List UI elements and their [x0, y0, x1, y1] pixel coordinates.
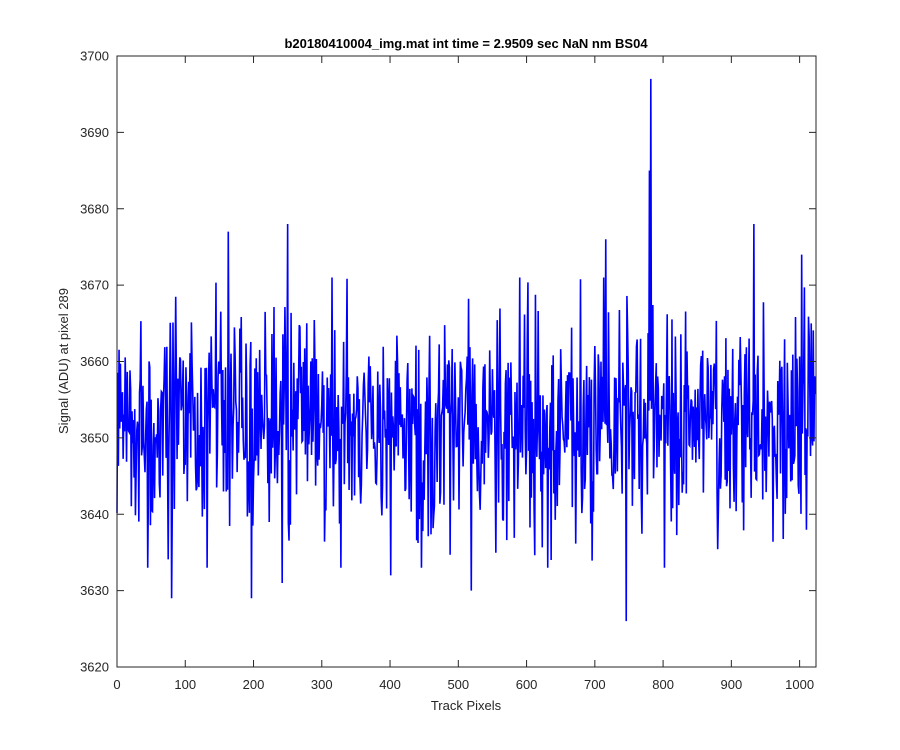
x-tick-label: 300 — [311, 677, 333, 692]
y-tick-label: 3620 — [80, 660, 109, 675]
y-tick-label: 3650 — [80, 430, 109, 445]
y-tick-label: 3630 — [80, 583, 109, 598]
x-axis-label: Track Pixels — [431, 698, 502, 713]
x-tick-label: 100 — [174, 677, 196, 692]
y-axis-label: Signal (ADU) at pixel 289 — [56, 288, 71, 434]
y-tick-label: 3690 — [80, 125, 109, 140]
y-axis: 3620 3630 3640 3650 3660 3670 3680 3690 3700 — [80, 49, 816, 675]
x-tick-label: 400 — [379, 677, 401, 692]
y-tick-label: 3670 — [80, 278, 109, 293]
x-axis: 0 100 200 300 400 500 600 700 800 900 1000 — [113, 56, 814, 692]
y-tick-label: 3680 — [80, 201, 109, 216]
y-tick-label: 3700 — [80, 49, 109, 64]
chart-title: b20180410004_img.mat int time = 2.9509 s… — [284, 36, 648, 51]
x-tick-label: 800 — [652, 677, 674, 692]
y-tick-label: 3660 — [80, 354, 109, 369]
signal-series-line — [116, 78, 817, 622]
x-tick-label: 200 — [243, 677, 265, 692]
x-tick-label: 0 — [113, 677, 120, 692]
x-tick-label: 1000 — [785, 677, 814, 692]
y-tick-label: 3640 — [80, 507, 109, 522]
x-tick-label: 500 — [447, 677, 469, 692]
x-tick-label: 700 — [584, 677, 606, 692]
series-layer — [116, 78, 817, 622]
x-tick-label: 900 — [721, 677, 743, 692]
x-tick-label: 600 — [516, 677, 538, 692]
